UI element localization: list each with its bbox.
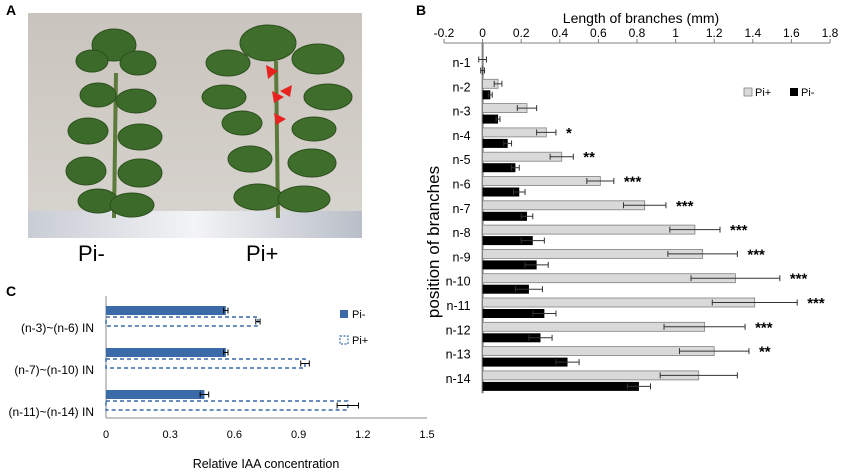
chart-b-x-tick-label: 0.8 bbox=[629, 26, 646, 40]
chart-c-legend-label: Pi- bbox=[352, 309, 366, 321]
panel-a-label: A bbox=[6, 2, 17, 18]
chart-b-x-tick-label: -0.2 bbox=[434, 26, 455, 40]
plant-photo bbox=[28, 13, 362, 238]
chart-b-category-label: n-11 bbox=[447, 299, 471, 313]
chart-b-legend-label: Pi+ bbox=[755, 87, 771, 99]
chart-b-x-tick-label: 0.4 bbox=[551, 26, 568, 40]
chart-c-bar-pi-minus bbox=[106, 348, 226, 357]
chart-b-category-label: n-7 bbox=[453, 202, 471, 216]
chart-c-category-label: (n-7)~(n-10) IN bbox=[14, 363, 94, 377]
chart-b-bar-pi-minus bbox=[482, 90, 491, 100]
plant-photo-drawing bbox=[28, 13, 362, 238]
chart-c-bar-pi-plus bbox=[105, 358, 306, 369]
chart-c-bar-pi-plus bbox=[105, 316, 259, 327]
chart-b-bar-pi-plus bbox=[482, 224, 696, 235]
chart-b-significance-label: *** bbox=[676, 198, 694, 215]
chart-c-x-tick-label: 0.3 bbox=[163, 429, 178, 441]
chart-b-significance-label: * bbox=[566, 125, 572, 142]
chart-b-bar-pi-minus bbox=[482, 357, 568, 367]
chart-b-x-tick-label: 1.6 bbox=[783, 26, 800, 40]
chart-b-bar-pi-minus bbox=[482, 284, 529, 294]
chart-b-category-label: n-4 bbox=[453, 129, 471, 143]
chart-b-bar-pi-minus bbox=[482, 138, 508, 148]
chart-b-title: Length of branches (mm) bbox=[563, 10, 719, 26]
chart-b-significance-label: *** bbox=[624, 174, 642, 191]
chart-c-legend-swatch bbox=[340, 310, 348, 318]
chart-b-x-tick-label: 1 bbox=[672, 26, 679, 40]
chart-b-bar-pi-minus bbox=[482, 163, 516, 173]
chart-c-bar-pi-minus bbox=[106, 390, 205, 399]
plant-pi-minus bbox=[65, 28, 163, 219]
chart-c-x-tick-label: 0.6 bbox=[227, 429, 242, 441]
chart-b-bar-pi-plus bbox=[482, 176, 601, 186]
chart-b-bar-pi-minus bbox=[482, 236, 533, 246]
chart-c-xlabel: Relative IAA concentration bbox=[193, 457, 340, 471]
chart-b-category-label: n-5 bbox=[453, 153, 471, 167]
chart-c-category-label: (n-3)~(n-6) IN bbox=[21, 321, 94, 335]
chart-b-x-tick-label: 1.2 bbox=[706, 26, 723, 40]
chart-b-x-tick-label: 1.8 bbox=[822, 26, 839, 40]
chart-b-legend-swatch bbox=[743, 87, 753, 97]
chart-c-legend-swatch bbox=[339, 335, 349, 345]
chart-b-category-label: n-9 bbox=[453, 250, 471, 264]
chart-b-bar-pi-minus bbox=[482, 114, 499, 124]
chart-b-significance-label: *** bbox=[790, 271, 808, 288]
chart-c-iaa-concentration: Relative IAA concentration 0 0.3 0.6 0.9 1.2… bbox=[9, 296, 435, 471]
chart-b-x-tick-label: 0 bbox=[479, 26, 486, 40]
chart-b-branch-length: Length of branches (mm) position of bran… bbox=[424, 10, 839, 394]
plant-pi-plus bbox=[201, 24, 353, 219]
chart-b-bar-pi-minus bbox=[482, 187, 520, 197]
chart-c-x-tick-label: 1.2 bbox=[355, 429, 370, 441]
chart-b-significance-label: *** bbox=[807, 295, 825, 312]
chart-b-category-label: n-2 bbox=[453, 80, 471, 94]
chart-b-bar-pi-minus bbox=[482, 211, 527, 221]
chart-b-x-tick-label: 1.4 bbox=[744, 26, 761, 40]
chart-b-bar-pi-minus bbox=[482, 309, 545, 318]
chart-c-bar-pi-plus bbox=[105, 400, 349, 411]
chart-b-category-label: n-10 bbox=[446, 275, 471, 289]
chart-b-x-tick-label: 0.6 bbox=[590, 26, 607, 40]
chart-b-legend-label: Pi- bbox=[801, 87, 815, 99]
chart-c-bar-pi-minus bbox=[106, 306, 226, 315]
chart-b-x-tick-label: 0.2 bbox=[513, 26, 530, 40]
photo-label-pi-plus: Pi+ bbox=[246, 241, 279, 266]
branch-arrow-markers bbox=[266, 65, 292, 125]
chart-b-significance-label: ** bbox=[583, 149, 595, 166]
panel-b-label: B bbox=[416, 2, 427, 18]
chart-c-legend-label: Pi+ bbox=[352, 335, 368, 347]
chart-b-significance-label: ** bbox=[759, 344, 771, 361]
chart-c-x-tick-label: 1.5 bbox=[419, 429, 434, 441]
photo-label-pi-minus: Pi- bbox=[78, 241, 105, 266]
chart-b-category-label: n-13 bbox=[446, 348, 471, 362]
panel-c-label: C bbox=[6, 283, 17, 299]
chart-b-category-label: n-8 bbox=[453, 226, 471, 240]
chart-b-category-label: n-3 bbox=[453, 105, 471, 119]
chart-b-bar-pi-minus bbox=[482, 333, 541, 343]
chart-b-category-label: n-1 bbox=[453, 56, 471, 70]
chart-b-category-label: n-12 bbox=[446, 323, 471, 337]
chart-b-category-label: n-6 bbox=[453, 178, 471, 192]
chart-b-significance-label: *** bbox=[747, 246, 765, 263]
chart-c-category-label: (n-11)~(n-14) IN bbox=[9, 405, 94, 419]
chart-b-significance-label: *** bbox=[730, 222, 748, 239]
chart-b-category-label: n-14 bbox=[446, 372, 471, 386]
chart-c-x-tick-label: 0.9 bbox=[291, 429, 306, 441]
chart-c-x-tick-label: 0 bbox=[103, 429, 109, 441]
chart-b-significance-label: *** bbox=[755, 319, 773, 336]
chart-b-bar-pi-minus bbox=[482, 381, 639, 391]
chart-b-ylabel: position of branches bbox=[424, 166, 443, 318]
chart-b-bar-pi-plus bbox=[482, 200, 646, 211]
chart-b-legend-swatch bbox=[790, 88, 798, 96]
chart-b-bar-pi-minus bbox=[482, 260, 537, 270]
